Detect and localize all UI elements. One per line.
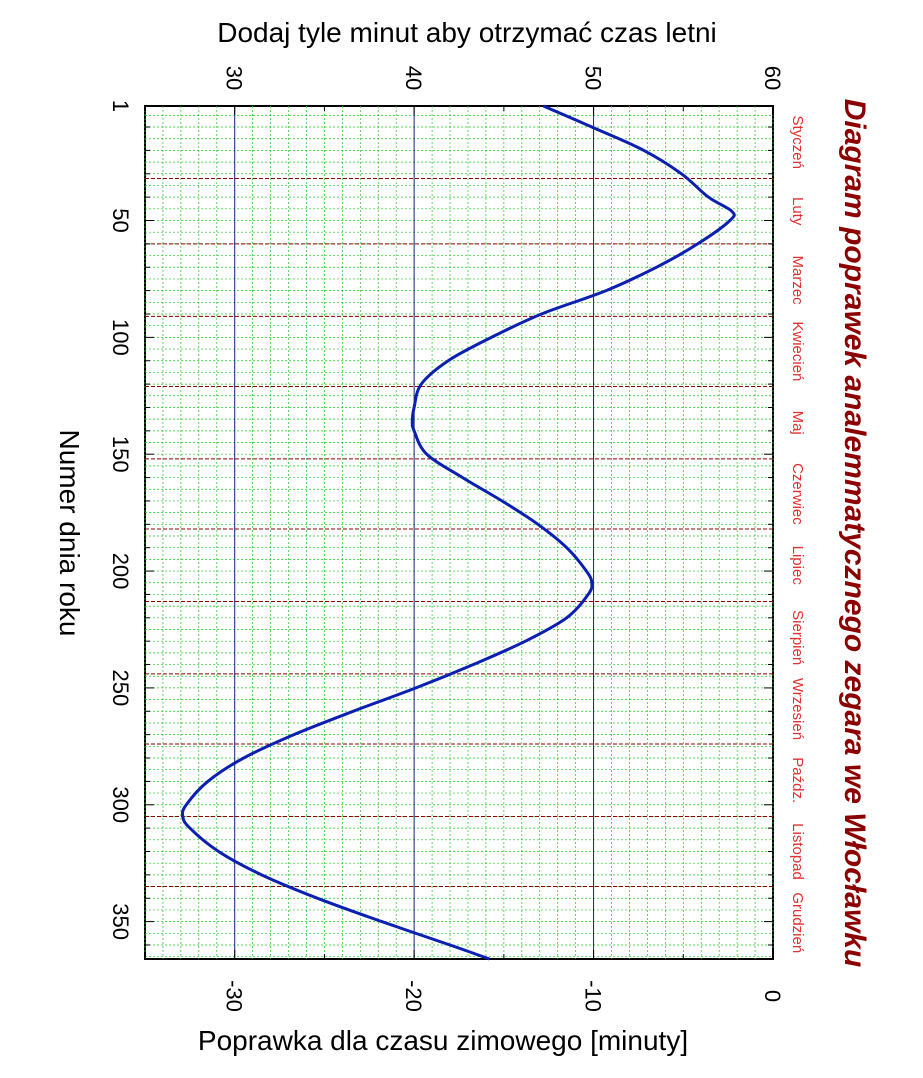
top-axis-title: Dodaj tyle minut aby otrzymać czas letni [217, 17, 717, 48]
top-y-tick-label: 40 [401, 66, 426, 90]
top-y-tick-label: 60 [760, 66, 785, 90]
chart-title: Diagram poprawek analemmatycznego zegara… [838, 99, 871, 968]
x-tick-label: 350 [108, 903, 133, 940]
major-grid [234, 106, 595, 959]
month-label: Grudzień [789, 892, 806, 953]
plot-area [144, 105, 774, 960]
month-label: Marzec [789, 256, 806, 306]
x-tick-label: 100 [108, 319, 133, 356]
month-label: Lipiec [789, 546, 806, 586]
x-tick-label: 300 [108, 786, 133, 823]
month-label: Maj [789, 411, 806, 435]
x-tick-label: 200 [108, 553, 133, 590]
axis-ticks [144, 105, 774, 959]
top-y-tick-label: 30 [222, 66, 247, 90]
bottom-y-tick-label: -30 [222, 980, 247, 1012]
bottom-y-tick-label: -10 [581, 980, 606, 1012]
month-labels: Styczeń Luty Marzec Kwiecień Maj Czerwiec Lipi… [789, 116, 806, 954]
x-tick-label: 50 [108, 208, 133, 232]
month-label: Czerwiec [789, 463, 806, 525]
x-tick-label: 250 [108, 670, 133, 707]
top-y-tick-labels: 30 40 50 60 [222, 66, 785, 90]
x-tick-label: 1 [108, 100, 133, 112]
month-divider-lines [145, 177, 773, 888]
month-label: Kwiecień [789, 321, 806, 381]
month-label: Wrzesień [789, 678, 806, 740]
month-label: Listopad [789, 823, 806, 880]
bottom-axis-title: Poprawka dla czasu zimowego [minuty] [198, 1025, 688, 1056]
bottom-y-tick-label: 0 [760, 990, 785, 1002]
bottom-y-tick-label: -20 [401, 980, 426, 1012]
month-label: Luty [789, 197, 806, 226]
x-tick-label: 150 [108, 436, 133, 473]
month-label: Styczeń [789, 116, 806, 169]
month-label: Paźdz. [789, 757, 806, 803]
month-label: Sierpień [789, 610, 806, 665]
top-y-tick-label: 50 [581, 66, 606, 90]
series-layer [180, 104, 736, 961]
x-axis-title: Numer dnia roku [54, 430, 85, 637]
correction-curve [180, 104, 736, 961]
minor-grid [144, 106, 774, 959]
bottom-y-tick-labels: -30 -20 -10 0 [222, 980, 785, 1012]
